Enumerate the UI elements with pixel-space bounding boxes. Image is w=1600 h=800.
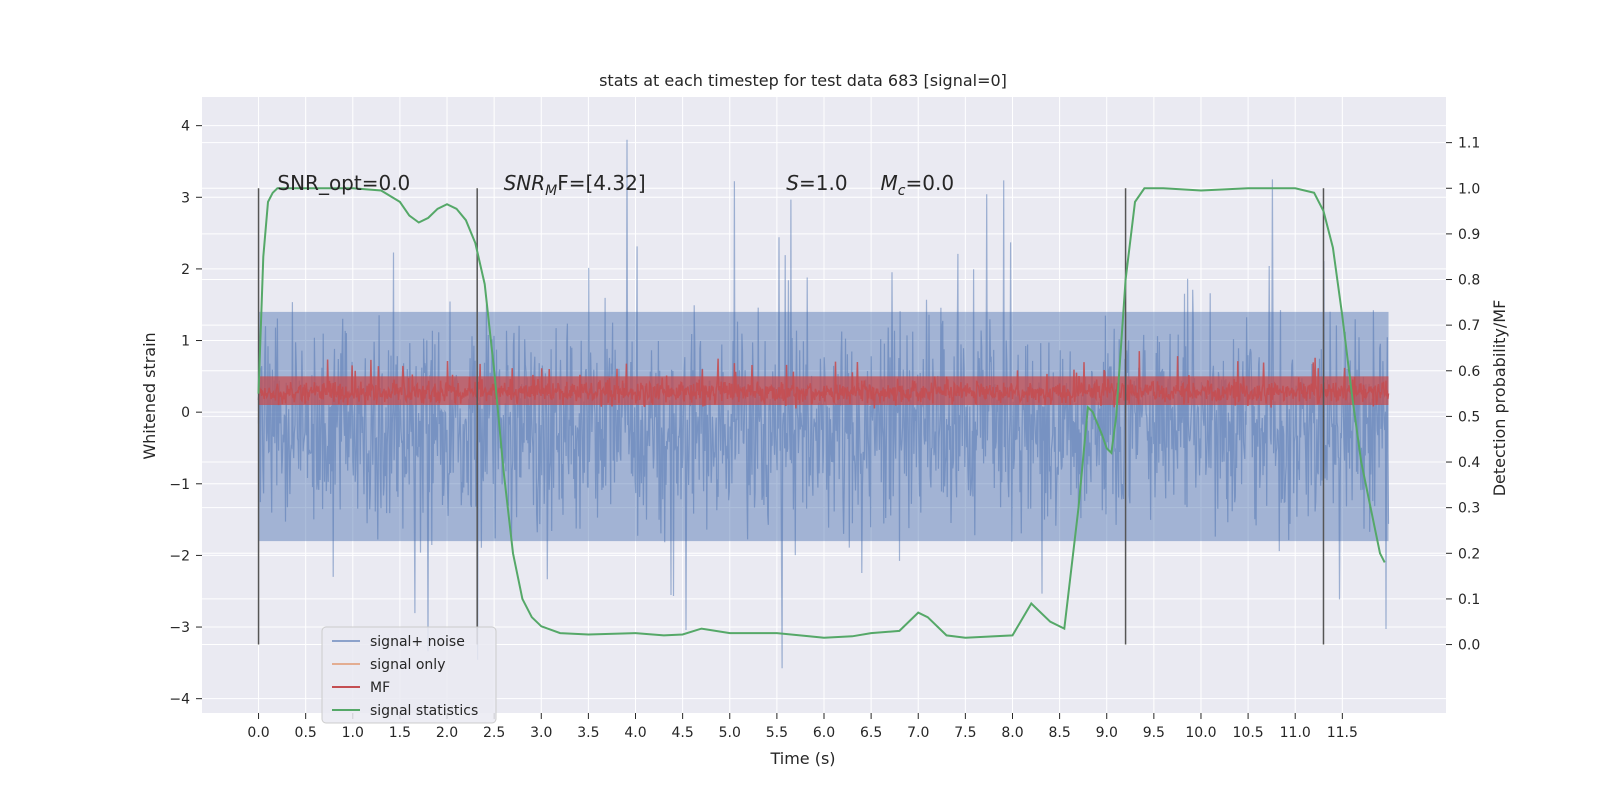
x-tick-label: 4.5 (672, 725, 694, 741)
series-mf (257, 351, 1390, 409)
annotations: SNR_opt=0.0 SNRMF=[4.32] S=1.0 Mc=0.0 (277, 171, 954, 199)
y-right-tick-label: 0.1 (1458, 592, 1480, 608)
x-tick-label: 8.5 (1048, 725, 1070, 741)
x-tick-label: 3.5 (577, 725, 599, 741)
y-tick-label: 0 (181, 405, 190, 421)
x-tick-label: 10.5 (1233, 725, 1264, 741)
y-axis-left: 4 3 2 1 0 −1 −2 −3 −4 (169, 119, 202, 708)
y-axis-right-label: Detection probability/MF (1490, 300, 1509, 497)
annotation-text: SNR_opt=0.0 (277, 171, 410, 195)
x-tick-label: 6.5 (860, 725, 882, 741)
annotation-text: Mc=0.0 (881, 171, 955, 199)
x-tick-label: 8.0 (1001, 725, 1023, 741)
x-tick-label: 9.5 (1143, 725, 1165, 741)
x-tick-label: 10.0 (1185, 725, 1216, 741)
vertical-markers (257, 188, 1325, 645)
x-tick-label: 1.0 (342, 725, 364, 741)
chart-title: stats at each timestep for test data 683… (599, 71, 1007, 90)
y-right-tick-label: 0.3 (1458, 501, 1480, 517)
noise-trace (257, 139, 1390, 669)
y-right-tick-label: 0.8 (1458, 273, 1480, 289)
x-tick-label: 0.5 (295, 725, 317, 741)
x-axis: 0.0 0.5 1.0 1.5 2.0 2.5 3.0 3.5 4.0 4.5 5.0 5.5 6.0 6… (247, 713, 1358, 741)
y-tick-label: −1 (169, 477, 190, 493)
y-right-tick-label: 0.7 (1458, 318, 1480, 334)
legend-label: signal+ noise (370, 634, 465, 650)
y-tick-label: 3 (181, 190, 190, 206)
x-tick-label: 11.0 (1280, 725, 1311, 741)
mf-core (258, 376, 1389, 405)
x-tick-label: 6.0 (813, 725, 835, 741)
x-axis-label: Time (s) (769, 749, 835, 768)
y-tick-label: −4 (169, 692, 190, 708)
y-right-tick-label: 0.5 (1458, 409, 1480, 425)
y-tick-label: −3 (169, 620, 190, 636)
legend: signal+ noise signal only MF signal statist… (321, 626, 497, 724)
x-tick-label: 7.0 (907, 725, 929, 741)
x-tick-label: 9.0 (1096, 725, 1118, 741)
x-tick-label: 5.5 (766, 725, 788, 741)
x-tick-label: 11.5 (1327, 725, 1358, 741)
y-right-tick-label: 0.9 (1458, 227, 1480, 243)
y-axis-label: Whitened strain (140, 332, 159, 459)
x-tick-label: 3.0 (530, 725, 552, 741)
series-signal-noise (257, 139, 1390, 669)
y-right-tick-label: 0.0 (1458, 638, 1480, 654)
legend-label: signal only (370, 657, 445, 673)
annotation-text: S=1.0 (786, 171, 847, 195)
y-tick-label: 1 (181, 334, 190, 350)
y-right-tick-label: 0.4 (1458, 455, 1480, 471)
y-right-tick-label: 1.1 (1458, 136, 1480, 152)
series-signal-statistics (257, 187, 1386, 639)
noise-core (258, 311, 1389, 542)
legend-label: MF (370, 680, 390, 696)
legend-label: signal statistics (370, 703, 478, 719)
y-right-tick-label: 0.2 (1458, 546, 1480, 562)
y-right-tick-label: 1.0 (1458, 181, 1480, 197)
x-tick-label: 2.0 (436, 725, 458, 741)
y-tick-label: −2 (169, 548, 190, 564)
x-tick-label: 2.5 (483, 725, 505, 741)
x-tick-label: 1.5 (389, 725, 411, 741)
y-axis-right: 1.1 1.0 0.9 0.8 0.7 0.6 0.5 0.4 0.3 0.2 0.1 0.0 (1446, 136, 1480, 654)
y-tick-label: 4 (181, 119, 190, 135)
x-tick-label: 5.0 (719, 725, 741, 741)
legend-box (321, 626, 497, 724)
y-tick-label: 2 (181, 262, 190, 278)
signal-statistics-line (257, 187, 1386, 639)
x-tick-label: 7.5 (954, 725, 976, 741)
x-tick-label: 0.0 (247, 725, 269, 741)
x-tick-label: 4.0 (624, 725, 646, 741)
annotation-text: SNRMF=[4.32] (504, 171, 646, 199)
y-right-tick-label: 0.6 (1458, 364, 1480, 380)
